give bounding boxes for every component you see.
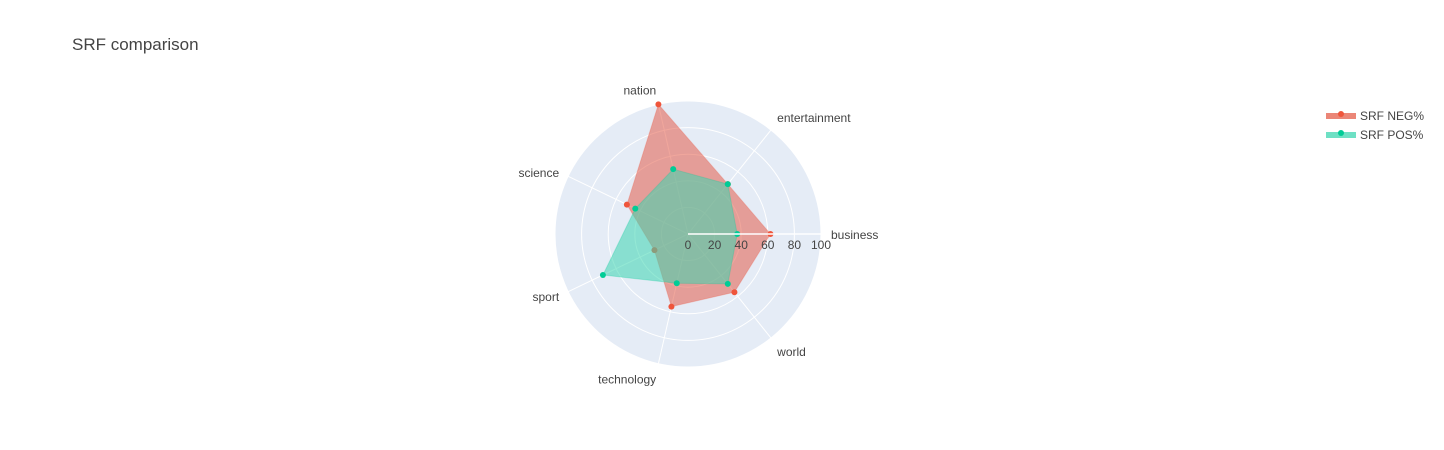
radial-tick-label: 0: [685, 238, 692, 252]
data-point: [632, 205, 639, 212]
radial-axis: 0 20 40 60 80 100: [685, 233, 831, 252]
radial-tick-label: 40: [735, 238, 749, 252]
data-point: [623, 201, 630, 208]
data-traces: [599, 101, 774, 310]
data-point: [724, 181, 731, 188]
radial-tick-label: 60: [761, 238, 775, 252]
radial-tick-label: 80: [788, 238, 802, 252]
category-label-entertainment: entertainment: [777, 111, 851, 125]
legend-item-1[interactable]: SRF POS%: [1326, 128, 1424, 142]
angular-axis-labels: business entertainment nation science sport t…: [518, 84, 878, 387]
series-area: [602, 168, 738, 285]
category-label-business: business: [831, 228, 878, 242]
legend-item-0[interactable]: SRF NEG%: [1326, 109, 1424, 123]
legend[interactable]: SRF NEG% SRF POS%: [1326, 109, 1424, 142]
data-point: [655, 101, 662, 108]
category-label-technology: technology: [598, 372, 656, 386]
category-label-nation: nation: [623, 84, 656, 98]
data-point: [731, 289, 738, 296]
category-label-science: science: [518, 166, 559, 180]
legend-marker: [1338, 111, 1344, 117]
series-1: [599, 166, 741, 287]
legend-label: SRF POS%: [1360, 128, 1424, 142]
chart-title: SRF comparison: [72, 35, 199, 54]
legend-label: SRF NEG%: [1360, 109, 1424, 123]
category-label-world: world: [776, 345, 806, 359]
data-point: [668, 303, 675, 310]
legend-marker: [1338, 130, 1344, 136]
radial-tick-label: 100: [811, 238, 831, 252]
data-point: [724, 280, 731, 287]
data-point: [673, 280, 680, 287]
data-point: [670, 166, 677, 173]
radial-tick-label: 20: [708, 238, 722, 252]
category-label-sport: sport: [532, 290, 559, 304]
data-point: [599, 271, 606, 278]
